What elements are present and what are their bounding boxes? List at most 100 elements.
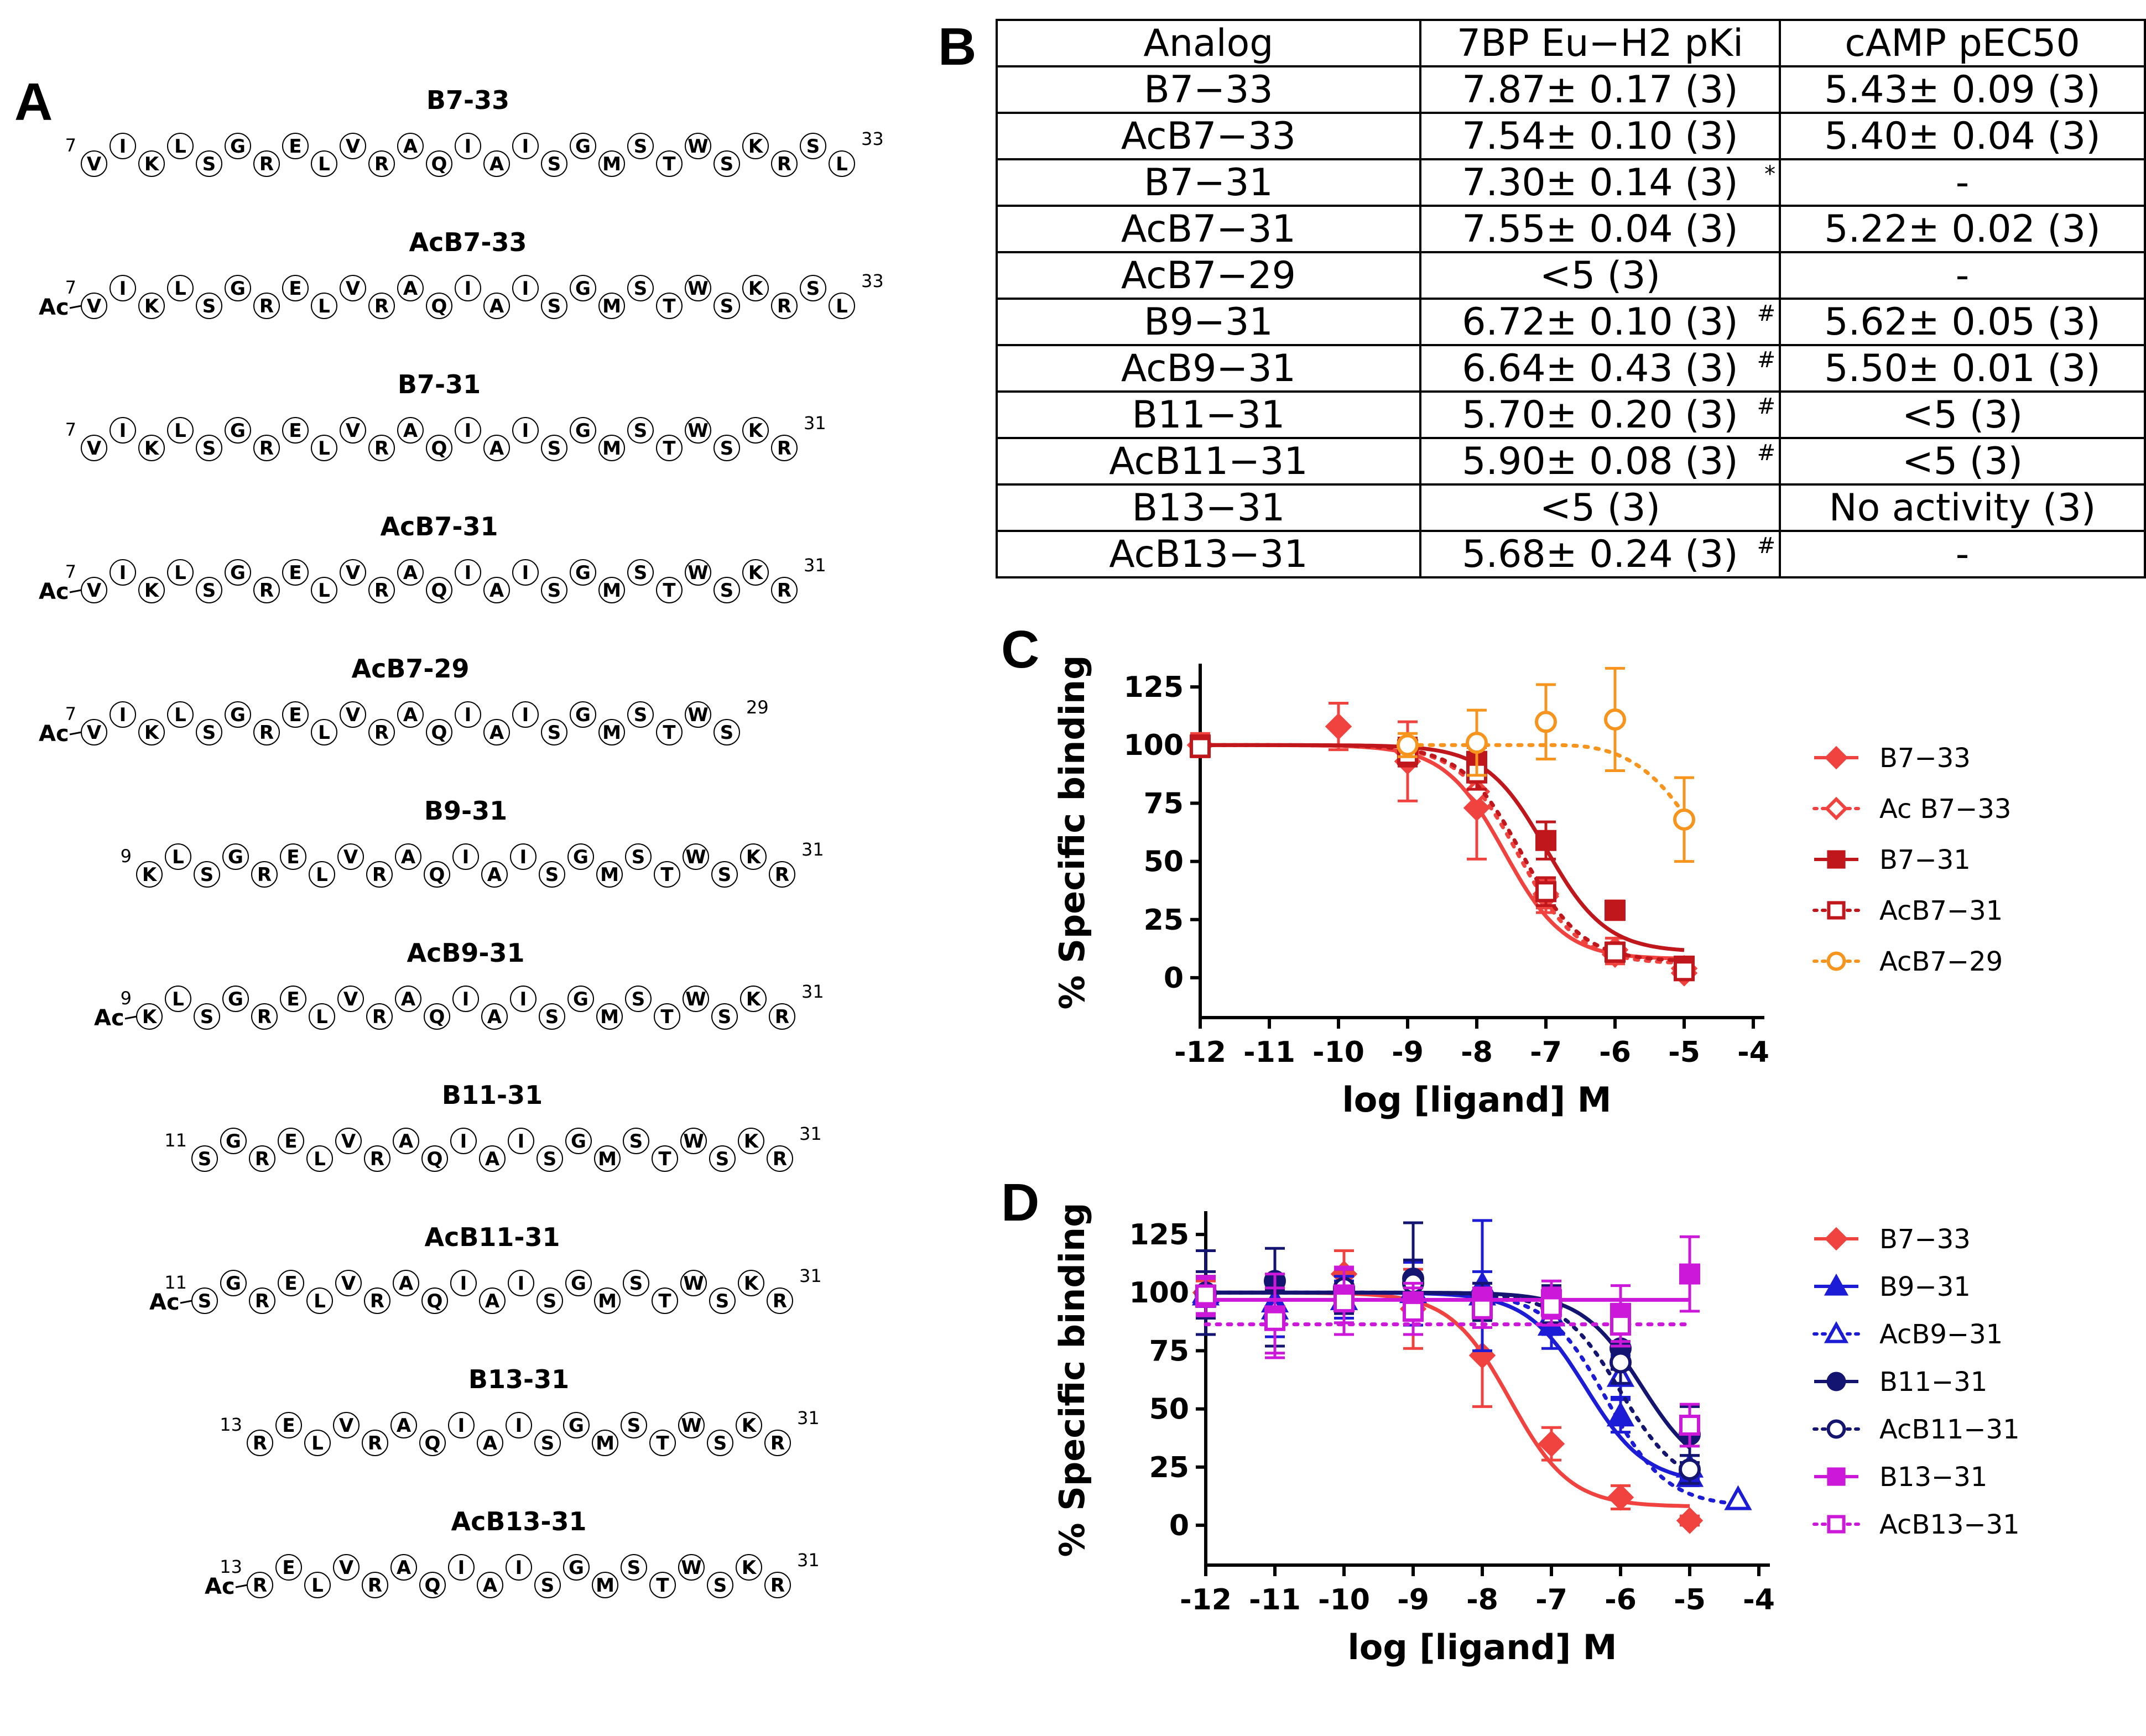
residue: E: [278, 1270, 304, 1296]
residue: S: [536, 1287, 563, 1314]
svg-text:S: S: [718, 864, 732, 886]
residue: W: [685, 417, 711, 444]
svg-text:R: R: [374, 722, 389, 744]
x-tick-label: -4: [1737, 1036, 1769, 1069]
svg-text:R: R: [370, 1148, 384, 1170]
svg-text:L: L: [174, 562, 186, 584]
svg-text:T: T: [656, 1575, 669, 1597]
analog-cell: B7−33: [996, 65, 1421, 114]
residue: M: [592, 1430, 618, 1456]
residue: R: [253, 435, 280, 461]
svg-text:S: S: [198, 1290, 212, 1312]
svg-text:Q: Q: [425, 1432, 441, 1455]
table-row: AcB7−33 7.54± 0.10 (3) 5.40± 0.04 (3): [996, 112, 2146, 160]
residue: I: [110, 133, 136, 159]
camp-cell-text: 5.22± 0.02 (3): [1824, 207, 2101, 251]
svg-text:L: L: [836, 153, 848, 175]
data-point: [1403, 1300, 1424, 1322]
residue: W: [678, 1412, 705, 1438]
residue: E: [282, 559, 309, 586]
legend-marker: [1827, 1515, 1846, 1534]
residue: R: [368, 577, 395, 603]
svg-text:A: A: [403, 562, 418, 584]
end-number: 33: [861, 270, 884, 291]
peptide-name: AcB7-33: [409, 227, 527, 257]
svg-text:S: S: [202, 437, 216, 460]
svg-text:G: G: [569, 1415, 584, 1437]
residue: M: [596, 861, 623, 888]
camp-cell-text: No activity (3): [1829, 486, 2096, 530]
x-tick-label: -9: [1397, 1583, 1429, 1617]
residue: S: [713, 435, 740, 461]
svg-text:S: S: [716, 1148, 730, 1170]
svg-text:Q: Q: [429, 864, 445, 886]
residue: V: [337, 843, 364, 870]
svg-text:I: I: [458, 1557, 465, 1579]
legend-label: AcB7−29: [1879, 946, 2003, 977]
svg-text:L: L: [174, 135, 186, 158]
svg-text:R: R: [374, 580, 389, 602]
residue: S: [623, 1270, 649, 1296]
svg-text:R: R: [259, 153, 274, 175]
residue: R: [362, 1430, 388, 1456]
svg-text:K: K: [748, 135, 764, 158]
camp-cell: -: [1779, 251, 2146, 300]
residue: T: [652, 1287, 678, 1314]
residue: S: [625, 986, 652, 1012]
svg-text:I: I: [520, 988, 527, 1010]
residue: A: [477, 1430, 503, 1456]
legend-label: B7−33: [1879, 1224, 1971, 1255]
start-number: 7: [65, 561, 76, 582]
svg-text:E: E: [287, 988, 299, 1010]
residue: G: [563, 1554, 590, 1581]
residue: S: [541, 577, 567, 603]
residue: G: [225, 701, 251, 728]
residue: G: [570, 701, 596, 728]
svg-text:S: S: [198, 1148, 212, 1170]
residue: S: [196, 435, 222, 461]
analog-cell-text: AcB9−31: [1121, 346, 1296, 390]
svg-text:I: I: [460, 1273, 467, 1295]
svg-text:K: K: [144, 295, 160, 317]
svg-text:R: R: [374, 437, 389, 460]
legend-marker: [1824, 1273, 1849, 1296]
residue: G: [570, 275, 596, 301]
legend-marker: [1826, 1419, 1846, 1439]
residue: S: [191, 1287, 218, 1314]
svg-text:R: R: [777, 580, 791, 602]
residue: K: [742, 417, 769, 444]
svg-text:G: G: [575, 562, 591, 584]
residue: Q: [419, 1572, 446, 1598]
svg-text:S: S: [634, 135, 648, 158]
residue: A: [397, 559, 424, 586]
data-point: [1397, 734, 1419, 757]
legend-item: AcB7−31: [1812, 895, 2003, 926]
residue: K: [138, 719, 165, 746]
analog-cell-text: AcB13−31: [1109, 532, 1308, 576]
residue: S: [709, 1145, 736, 1172]
svg-text:S: S: [627, 1557, 641, 1579]
legend-item: B7−31: [1814, 844, 1971, 875]
legend-marker: [1824, 796, 1848, 821]
residue: R: [771, 293, 798, 319]
analog-cell-text: B7−33: [1144, 67, 1273, 112]
legend-item: B11−31: [1814, 1367, 1987, 1398]
residue: G: [222, 843, 249, 870]
fit-curve: [1405, 743, 1686, 817]
svg-text:A: A: [397, 1557, 412, 1579]
legend-item: B9−31: [1814, 1271, 1971, 1302]
residue: S: [541, 719, 567, 746]
legend-item: B13−31: [1814, 1462, 1987, 1493]
pki-cell: 7.87± 0.17 (3): [1419, 65, 1782, 114]
peptide-name: B11-31: [442, 1080, 543, 1110]
peptide-name: AcB13-31: [451, 1506, 586, 1536]
residue: I: [512, 133, 539, 159]
residue: A: [397, 701, 424, 728]
data-point: [1673, 808, 1695, 831]
start-number: 11: [164, 1272, 187, 1293]
residue: A: [395, 986, 421, 1012]
residue: A: [477, 1572, 503, 1598]
svg-text:S: S: [548, 722, 561, 744]
